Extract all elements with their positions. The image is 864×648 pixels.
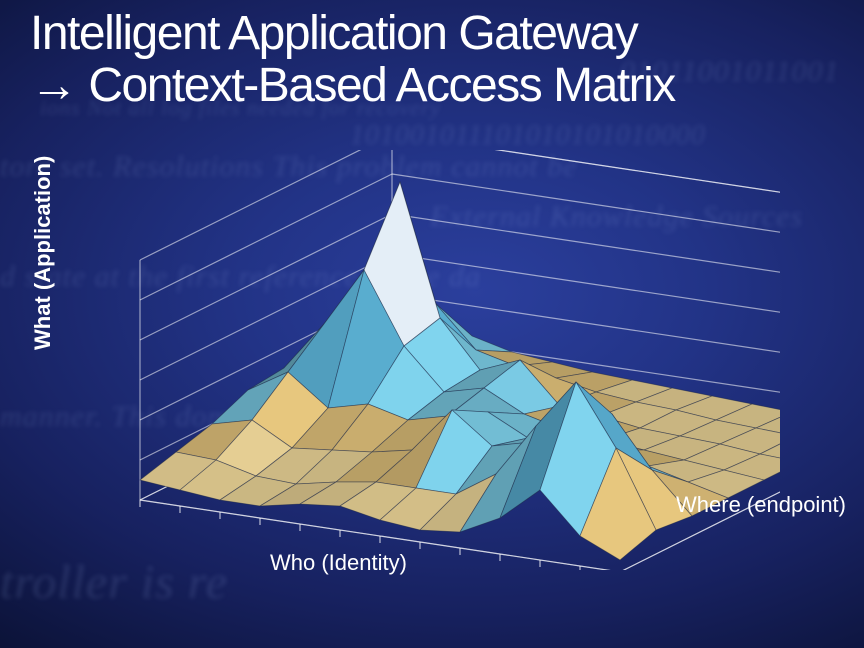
title-line-1: Intelligent Application Gateway	[30, 8, 675, 60]
axis-label-who: Who (Identity)	[270, 550, 407, 576]
slide-root: tore set. Resolutions This problem canno…	[0, 0, 864, 648]
surface-svg	[80, 150, 780, 570]
axis-label-where: Where (endpoint)	[676, 492, 846, 518]
slide-title: Intelligent Application Gateway → Contex…	[30, 8, 675, 112]
surface-chart	[80, 150, 780, 570]
title-line-2: → Context-Based Access Matrix	[30, 60, 675, 112]
axis-label-what: What (Application)	[30, 156, 56, 350]
background-streak: 101001011101010101010000	[350, 120, 706, 152]
